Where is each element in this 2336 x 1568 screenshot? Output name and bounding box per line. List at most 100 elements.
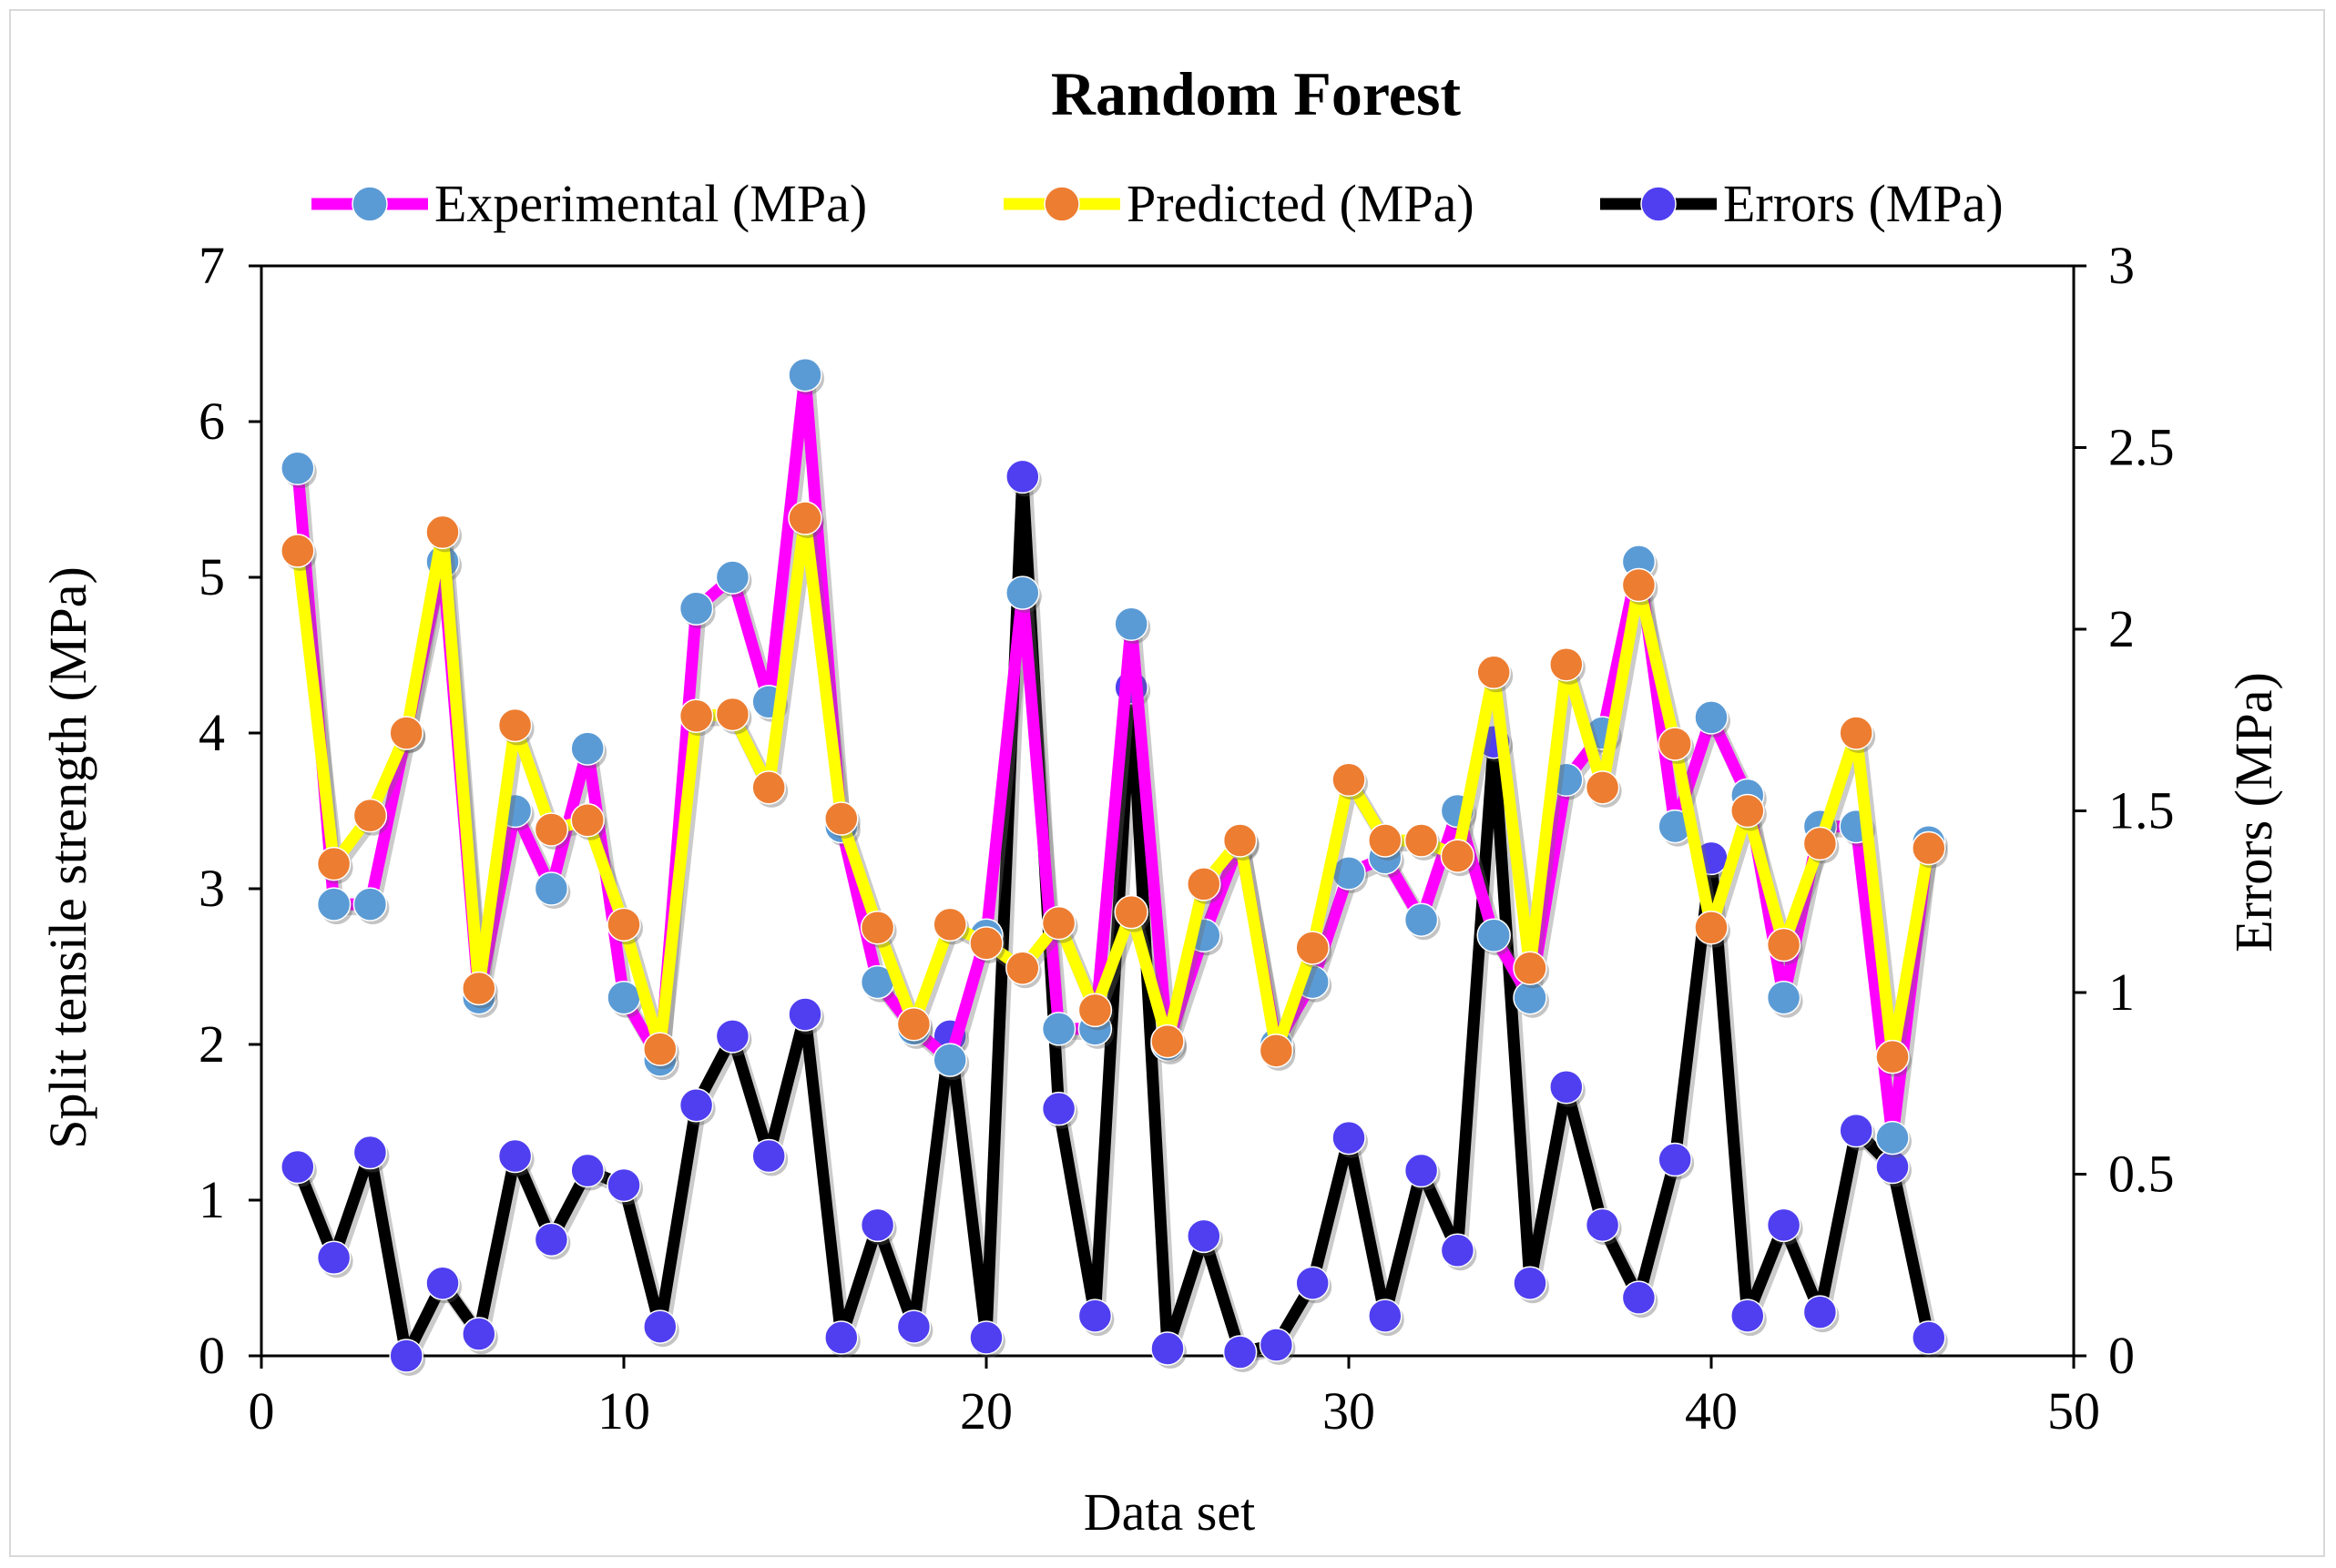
data-point [1766,1207,1801,1243]
data-point [1585,1207,1620,1243]
y-axis-label: Split tensile strength (MPa) [38,566,97,1149]
data-point [1875,1039,1910,1074]
data-point [969,926,1004,961]
data-point [788,357,822,392]
y2-tick-label: 1.5 [2108,781,2175,840]
data-point [1766,980,1801,1015]
data-point [1368,1298,1403,1333]
data-point [1187,1218,1221,1254]
data-point [1222,823,1258,858]
legend-marker [1640,186,1677,222]
data-point [389,716,423,750]
series-line [291,470,1935,1362]
y2-tick-label: 3 [2108,236,2135,295]
data-point [352,1135,388,1170]
data-point [1694,700,1729,735]
data-point [570,803,605,838]
data-point [678,698,714,733]
data-point [678,591,714,626]
data-point [933,1043,967,1077]
data-point [1403,823,1439,858]
data-point [933,907,967,942]
data-point [425,514,460,550]
data-point [1694,911,1729,945]
y-tick-label: 7 [199,236,225,295]
x-tick-label: 30 [1322,1381,1375,1441]
data-point [824,801,859,836]
data-point [896,1007,932,1042]
data-point [1368,823,1403,858]
x-axis-label: Data set [1084,1482,1255,1542]
data-point [462,971,496,1006]
data-point [1331,1120,1366,1156]
data-point [788,997,822,1032]
data-point [1476,918,1511,953]
data-point [1403,1153,1439,1188]
data-point [1150,1331,1185,1366]
series-line [291,369,1935,1145]
x-axis-ticks: 0 10 20 30 40 50 [249,1356,2100,1441]
data-point [281,451,315,486]
data-point [497,1138,533,1174]
data-point [1549,1069,1584,1105]
data-point [1077,1298,1113,1333]
y2-tick-label: 0.5 [2108,1145,2175,1204]
data-point [1295,1266,1330,1300]
data-point [1839,1113,1873,1148]
y2-axis-ticks: 0 0.5 1 1.5 2 2.5 3 [2074,236,2175,1385]
data-point [425,1266,460,1300]
y-tick-label: 2 [199,1014,225,1074]
data-point [1295,931,1330,965]
data-point [1621,567,1657,603]
data-point [1766,927,1801,962]
data-point [1513,951,1547,985]
legend-label: Errors (MPa) [1723,174,2004,233]
data-point [969,1320,1004,1355]
y-tick-label: 0 [199,1326,225,1385]
data-point [1041,1091,1076,1126]
legend-marker [352,186,388,222]
data-point [1005,459,1040,494]
x-tick-label: 0 [249,1381,275,1441]
data-point [1476,655,1511,690]
x-tick-label: 20 [960,1381,1013,1441]
data-point [751,770,786,805]
x-tick-label: 50 [2047,1381,2100,1441]
data-point [1259,1033,1294,1068]
data-point [1005,575,1040,610]
y2-axis-label: Errors (MPa) [2224,672,2283,952]
data-point [1440,1233,1475,1268]
legend-label: Predicted (MPa) [1127,174,1474,233]
data-point [1187,867,1221,901]
data-point [1331,762,1366,798]
data-point [607,907,641,942]
data-point [715,697,750,732]
data-point [860,1207,895,1243]
data-point [1513,1266,1547,1300]
legend-marker [1044,186,1080,222]
x-tick-label: 40 [1685,1381,1738,1441]
data-point [860,911,895,945]
data-point [1041,905,1076,941]
y-tick-label: 4 [199,703,225,762]
data-point [1802,1295,1838,1329]
data-point [1585,770,1620,805]
data-point [1802,826,1838,861]
series-group [281,357,1948,1376]
x-tick-label: 10 [597,1381,650,1441]
y-tick-label: 3 [199,859,225,918]
data-point [1222,1335,1258,1369]
data-point [1875,1120,1910,1156]
data-point [1658,727,1692,761]
data-point [1730,793,1765,829]
data-point [281,534,315,568]
data-point [715,560,750,595]
data-point [1041,1012,1076,1046]
data-point [607,1167,641,1203]
data-point [462,1317,496,1351]
data-point [534,871,569,906]
data-point [316,1240,352,1276]
data-point [534,1222,569,1257]
data-point [497,708,533,743]
data-point [751,1138,786,1174]
